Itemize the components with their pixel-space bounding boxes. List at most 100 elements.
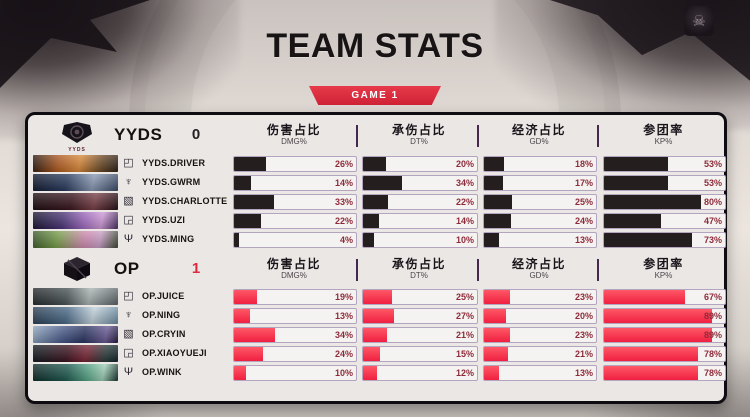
bar-fill <box>604 309 712 323</box>
bar-fill <box>234 328 276 342</box>
gd-bar: 23% <box>483 327 597 343</box>
player-row: ◰ OP.JUICE 19% 25% 23% 67% <box>28 288 726 305</box>
bar-fill <box>484 214 511 228</box>
stats-panel: YYDS YYDS 0 伤害占比 DMG% 承伤占比 DT% 经济占比 GD% … <box>25 112 727 404</box>
player-name: YYDS.DRIVER <box>142 158 206 168</box>
bar-fill <box>484 195 512 209</box>
role-support-icon: Ψ <box>123 366 134 378</box>
gd-bar: 13% <box>483 232 597 248</box>
bar-value: 73% <box>703 235 722 245</box>
page-title: TEAM STATS <box>266 27 484 65</box>
role-top-icon: ◰ <box>123 157 134 169</box>
champion-portrait <box>33 155 118 172</box>
bar-fill <box>363 328 387 342</box>
player-name: OP.NING <box>142 310 181 320</box>
gd-bar: 23% <box>483 289 597 305</box>
champion-portrait <box>33 231 118 248</box>
bar-value: 26% <box>334 159 353 169</box>
bar-value: 21% <box>574 349 593 359</box>
bar-fill <box>234 290 258 304</box>
champion-portrait <box>33 193 118 210</box>
bar-value: 10% <box>455 235 474 245</box>
bar-value: 23% <box>574 292 593 302</box>
bar-fill <box>363 366 377 380</box>
bar-value: 53% <box>703 159 722 169</box>
role-support-icon: Ψ <box>123 233 134 245</box>
team-logo-op <box>52 256 102 282</box>
column-divider <box>597 259 599 281</box>
bar-fill <box>484 176 504 190</box>
bar-fill <box>363 290 392 304</box>
column-divider <box>477 259 479 281</box>
dmg-bar: 13% <box>233 308 357 324</box>
bar-value: 47% <box>703 216 722 226</box>
bar-value: 24% <box>334 349 353 359</box>
dt-bar: 22% <box>362 194 478 210</box>
bar-fill <box>363 347 381 361</box>
bar-value: 13% <box>334 311 353 321</box>
dmg-bar: 4% <box>233 232 357 248</box>
bar-value: 34% <box>334 330 353 340</box>
bar-value: 22% <box>455 197 474 207</box>
team-header-yyds: YYDS YYDS 0 伤害占比 DMG% 承伤占比 DT% 经济占比 GD% … <box>28 122 724 157</box>
bar-value: 15% <box>455 349 474 359</box>
bar-fill <box>234 157 266 171</box>
bar-fill <box>234 309 250 323</box>
column-divider <box>356 259 358 281</box>
bar-value: 34% <box>455 178 474 188</box>
player-name: OP.WINK <box>142 367 182 377</box>
champion-portrait <box>33 212 118 229</box>
column-header-gd: 经济占比 GD% <box>511 123 566 146</box>
player-row: ◰ YYDS.DRIVER 26% 20% 18% 53% <box>28 155 726 172</box>
player-name: YYDS.MING <box>142 234 195 244</box>
role-mid-icon: ▧ <box>123 195 134 207</box>
gd-bar: 20% <box>483 308 597 324</box>
gd-bar: 17% <box>483 175 597 191</box>
bar-fill <box>234 176 252 190</box>
bar-value: 17% <box>574 178 593 188</box>
kp-bar: 89% <box>603 327 726 343</box>
player-name: OP.XIAOYUEJI <box>142 348 207 358</box>
bar-fill <box>363 176 402 190</box>
bar-value: 25% <box>574 197 593 207</box>
dmg-bar: 10% <box>233 365 357 381</box>
bar-value: 89% <box>703 330 722 340</box>
player-name: OP.CRYIN <box>142 329 186 339</box>
bar-value: 53% <box>703 178 722 188</box>
kp-bar: 47% <box>603 213 726 229</box>
bar-fill <box>234 233 239 247</box>
bar-value: 33% <box>334 197 353 207</box>
dt-bar: 10% <box>362 232 478 248</box>
dmg-bar: 19% <box>233 289 357 305</box>
gd-bar: 13% <box>483 365 597 381</box>
bar-fill <box>363 195 389 209</box>
champion-portrait <box>33 326 118 343</box>
role-top-icon: ◰ <box>123 290 134 302</box>
bar-value: 22% <box>334 216 353 226</box>
kp-bar: 67% <box>603 289 726 305</box>
dmg-bar: 22% <box>233 213 357 229</box>
bar-value: 14% <box>455 216 474 226</box>
bar-value: 25% <box>455 292 474 302</box>
column-header-kp: 参团率 KP% <box>643 123 684 146</box>
bar-fill <box>604 195 701 209</box>
dt-bar: 14% <box>362 213 478 229</box>
team-logo-yyds: YYDS <box>52 122 102 153</box>
role-jungle-icon: ♆ <box>124 309 133 321</box>
champion-portrait <box>33 307 118 324</box>
team-name: YYDS <box>114 125 163 144</box>
bar-value: 24% <box>574 216 593 226</box>
kp-bar: 78% <box>603 346 726 362</box>
bar-fill <box>484 328 510 342</box>
dmg-bar: 14% <box>233 175 357 191</box>
team-name: OP <box>114 259 140 278</box>
bar-value: 23% <box>574 330 593 340</box>
yyds-crest-icon <box>62 122 92 143</box>
dt-bar: 34% <box>362 175 478 191</box>
bar-value: 13% <box>574 368 593 378</box>
dt-bar: 20% <box>362 156 478 172</box>
role-jungle-icon: ♆ <box>124 176 133 188</box>
player-row: ◲ OP.XIAOYUEJI 24% 15% 21% 78% <box>28 345 726 362</box>
bar-fill <box>604 157 669 171</box>
column-header-dt: 承伤占比 DT% <box>391 257 446 280</box>
